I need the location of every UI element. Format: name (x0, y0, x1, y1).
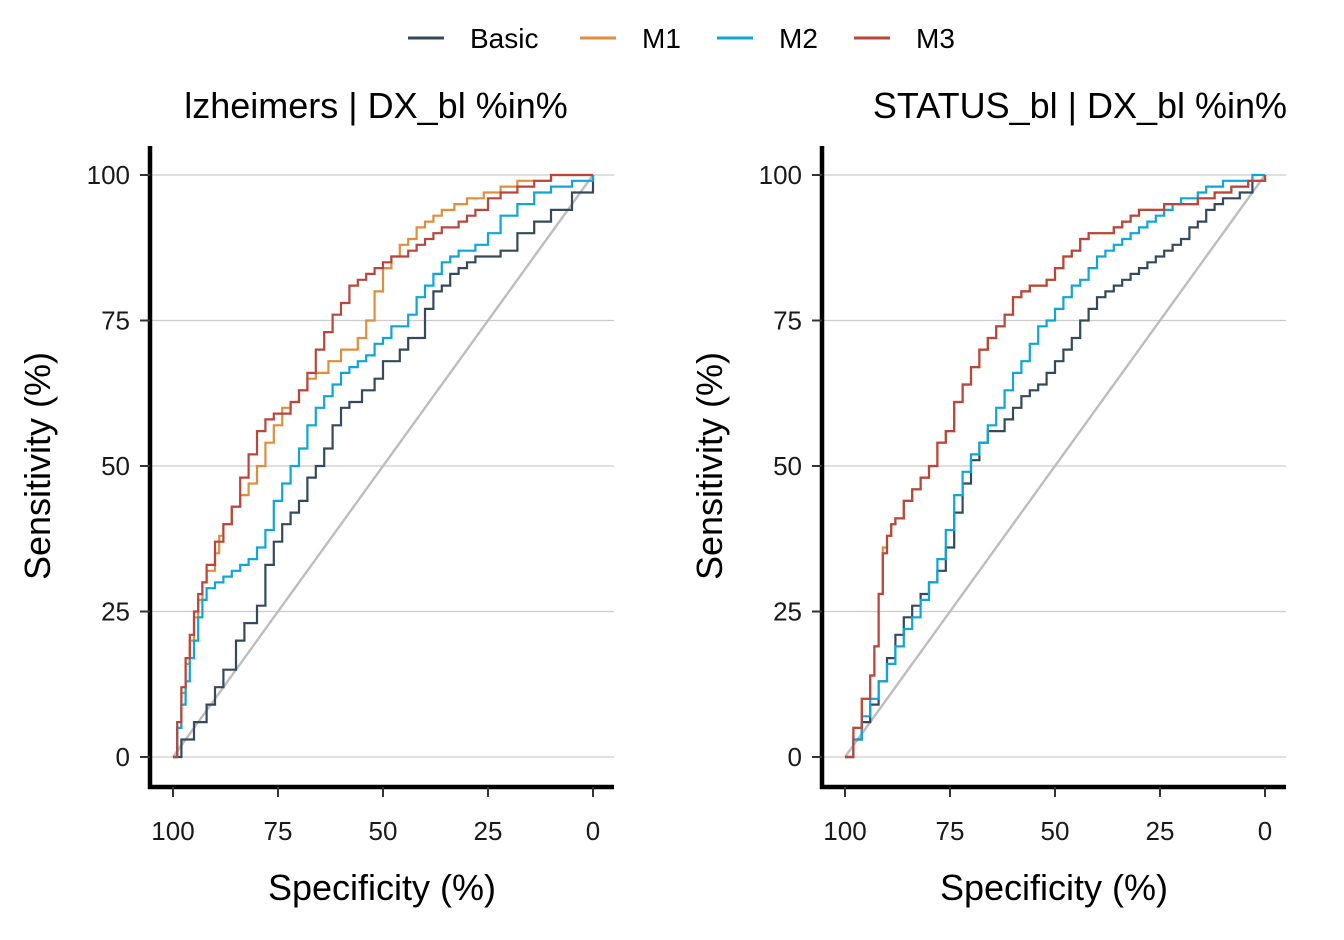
y-tick-label-left-25: 25 (101, 597, 130, 627)
legend-item-basic: Basic (408, 23, 538, 54)
roc-line-m3-left (173, 173, 593, 759)
y-axis-label-left: Sensitivity (%) (17, 352, 58, 580)
roc-line-basic-left (173, 175, 595, 759)
legend-item-m2: M2 (717, 23, 818, 54)
y-tick-label-right-25: 25 (773, 597, 802, 627)
legend-label-m1: M1 (642, 23, 681, 54)
reference-diagonal-left (172, 174, 594, 758)
roc-line-basic-right (845, 175, 1267, 759)
legend-label-basic: Basic (470, 23, 538, 54)
x-axis-label-right: Specificity (%) (940, 867, 1168, 908)
panel-title-left: lzheimers | DX_bl %in% (184, 85, 567, 126)
legend-label-m2: M2 (779, 23, 818, 54)
y-tick-label-left-100: 100 (87, 160, 130, 190)
roc-line-m2-right (845, 173, 1265, 759)
legend: Basic M1 M2 M3 (408, 23, 955, 54)
legend-item-m3: M3 (854, 23, 955, 54)
x-tick-label-right-100: 100 (823, 816, 866, 846)
panel-title-right: STATUS_bl | DX_bl %in% (873, 85, 1287, 126)
panel-left: lzheimers | DX_bl %in% Sensitivity (%) S… (17, 85, 614, 908)
x-tick-label-left-25: 25 (474, 816, 503, 846)
x-tick-label-right-75: 75 (936, 816, 965, 846)
x-tick-label-left-50: 50 (369, 816, 398, 846)
reference-diagonal-right (844, 174, 1266, 758)
x-tick-label-right-50: 50 (1041, 816, 1070, 846)
y-tick-label-left-0: 0 (116, 742, 130, 772)
y-tick-label-right-50: 50 (773, 451, 802, 481)
x-tick-label-left-75: 75 (264, 816, 293, 846)
x-axis-label-left: Specificity (%) (268, 867, 496, 908)
roc-line-m2-left (173, 175, 595, 759)
panel-right: STATUS_bl | DX_bl %in% Sensitivity (%) S… (689, 85, 1287, 908)
legend-label-m3: M3 (916, 23, 955, 54)
y-tick-label-right-0: 0 (788, 742, 802, 772)
y-tick-label-right-75: 75 (773, 306, 802, 336)
x-tick-label-left-0: 0 (586, 816, 600, 846)
y-tick-label-right-100: 100 (759, 160, 802, 190)
x-tick-label-right-0: 0 (1258, 816, 1272, 846)
roc-line-m3-right (845, 175, 1267, 759)
y-tick-label-left-50: 50 (101, 451, 130, 481)
x-tick-label-right-25: 25 (1146, 816, 1175, 846)
legend-item-m1: M1 (580, 23, 681, 54)
y-axis-label-right: Sensitivity (%) (689, 352, 730, 580)
x-tick-label-left-100: 100 (151, 816, 194, 846)
y-tick-label-left-75: 75 (101, 306, 130, 336)
